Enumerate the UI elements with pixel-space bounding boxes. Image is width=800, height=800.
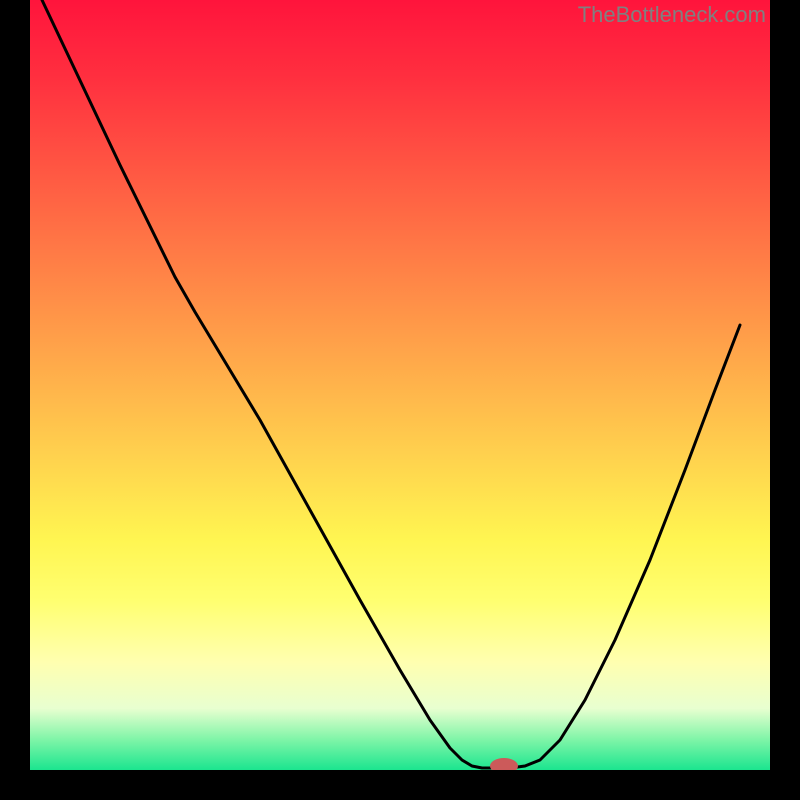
- optimal-point-marker: [490, 758, 518, 770]
- axis-border-right: [770, 0, 800, 800]
- bottleneck-curve: [30, 0, 770, 770]
- axis-border-left: [0, 0, 30, 800]
- watermark-text: TheBottleneck.com: [578, 2, 766, 28]
- axis-border-bottom: [0, 770, 800, 800]
- bottleneck-chart: TheBottleneck.com: [0, 0, 800, 800]
- plot-area: [30, 0, 770, 770]
